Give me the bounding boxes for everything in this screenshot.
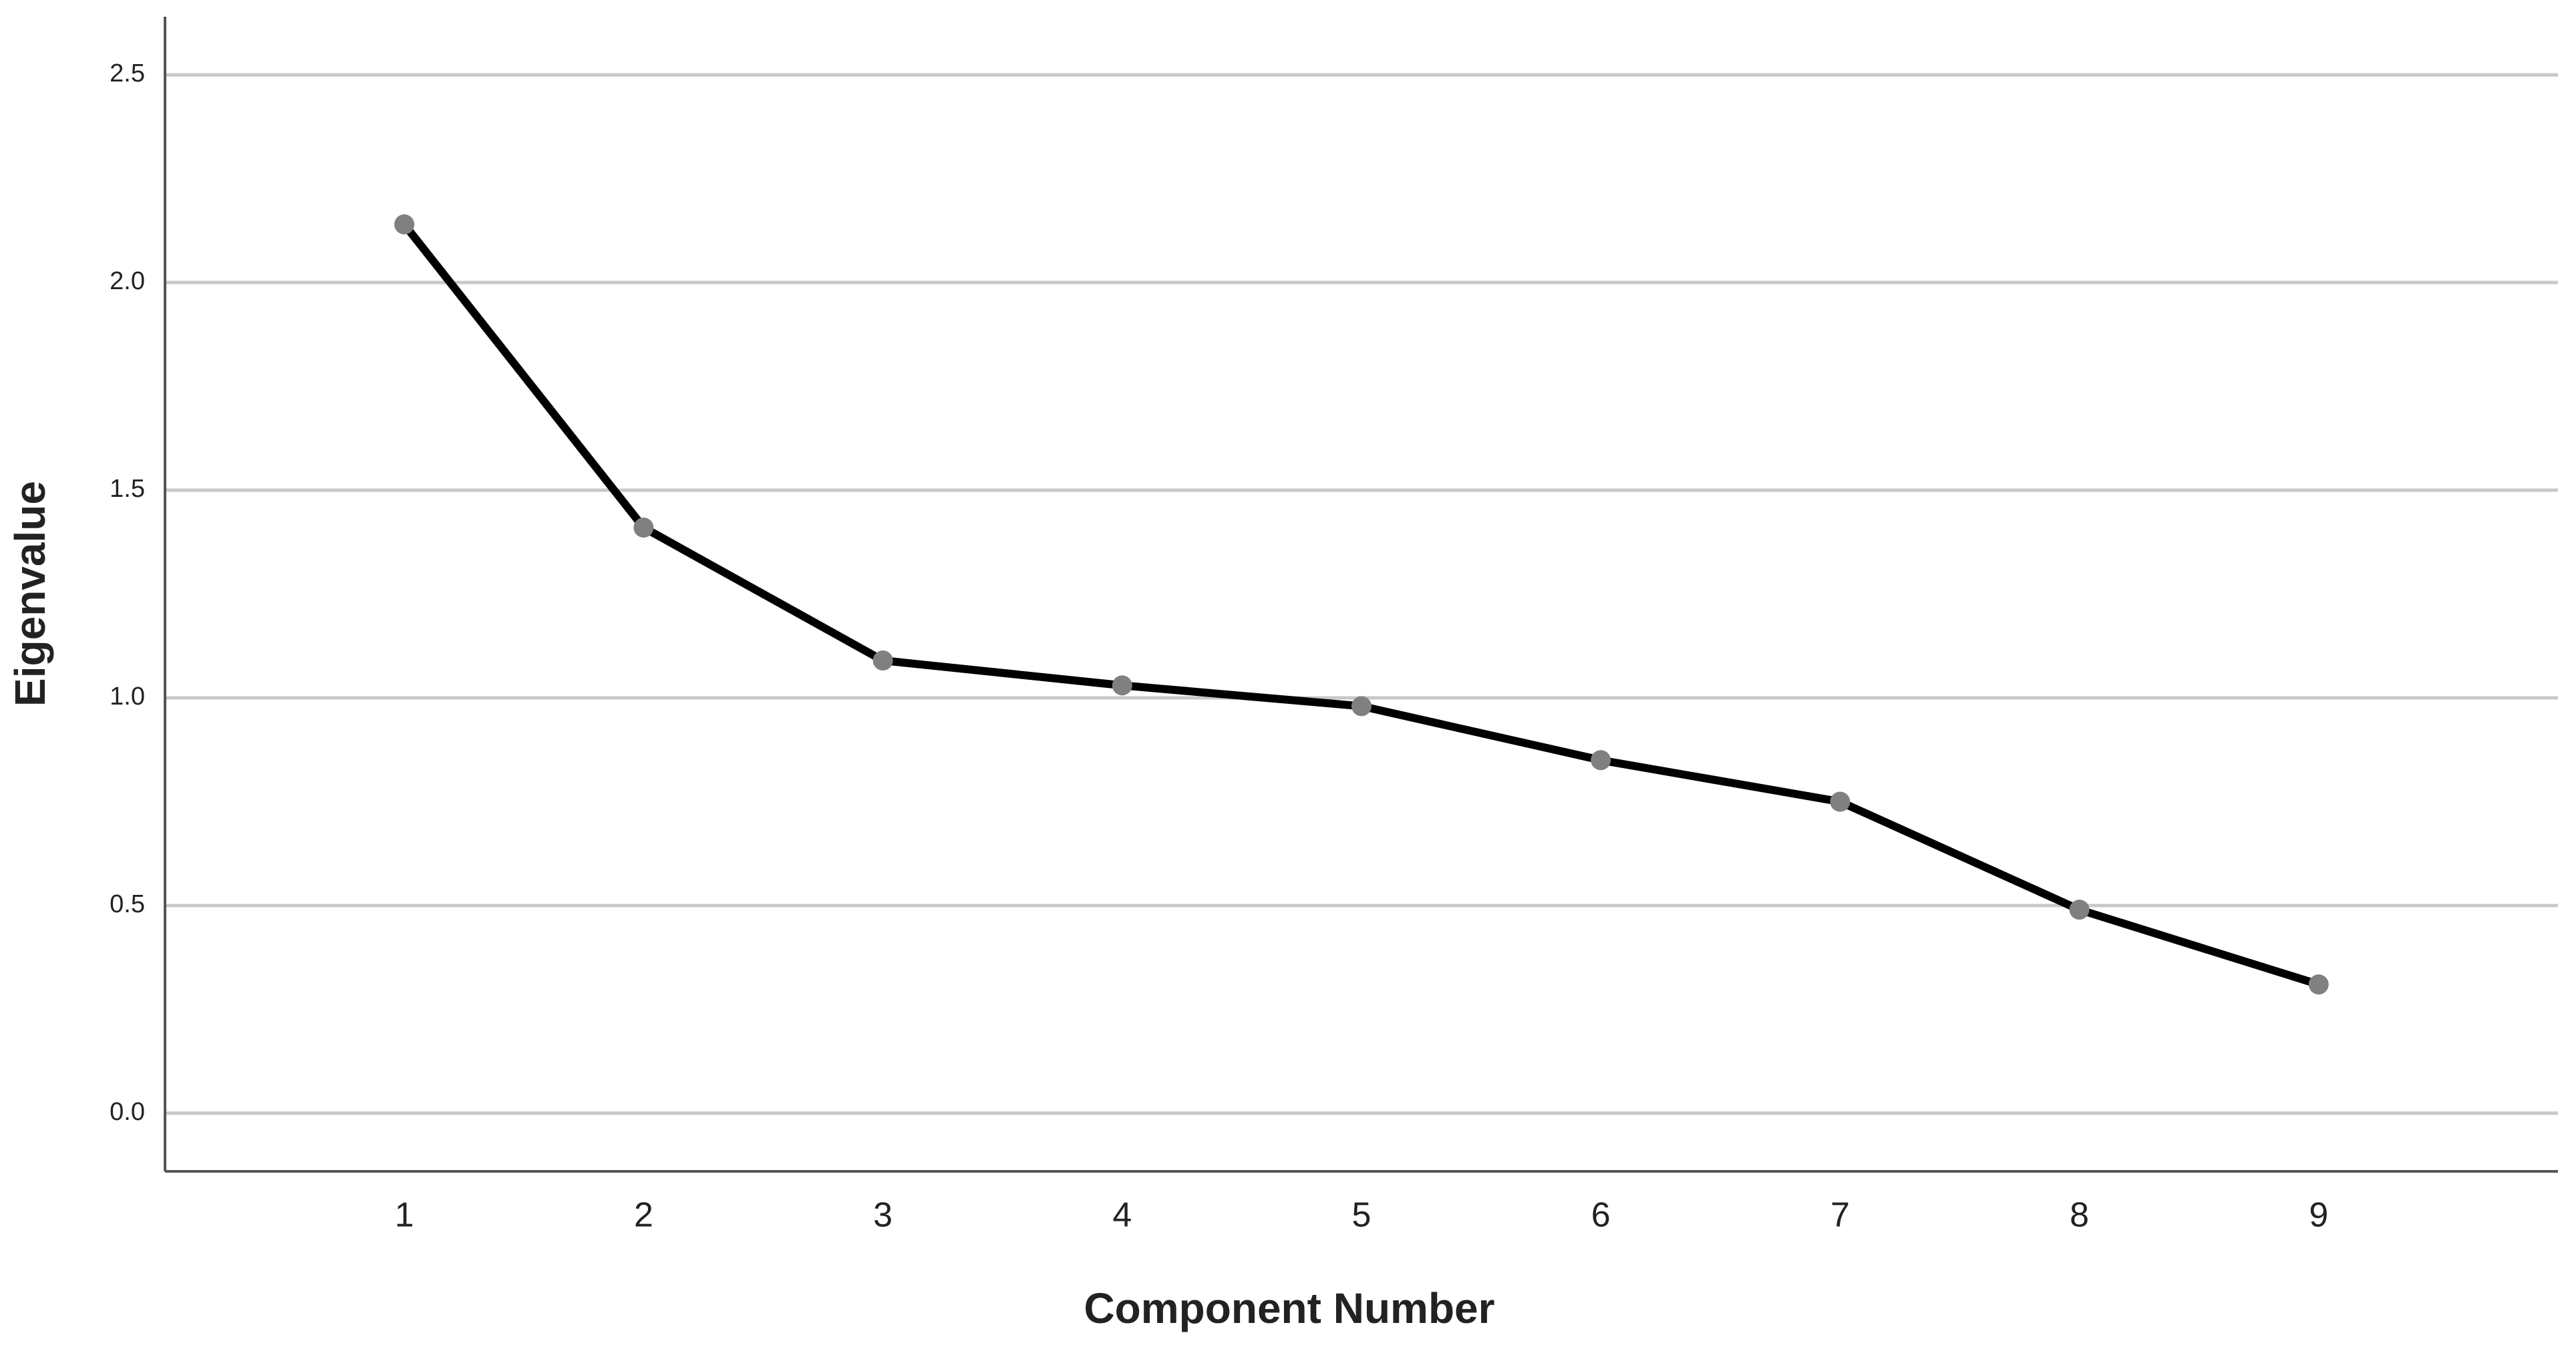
x-axis-title: Component Number — [1084, 1284, 1494, 1332]
y-tick-label: 0.0 — [110, 1098, 145, 1126]
point-marker — [1591, 750, 1611, 771]
point-marker — [1830, 791, 1850, 812]
x-tick-label: 8 — [2070, 1196, 2089, 1235]
y-tick-label: 0.5 — [110, 890, 145, 918]
y-tick-label: 1.5 — [110, 475, 145, 503]
y-tick-label: 1.0 — [110, 683, 145, 711]
x-tick-label: 4 — [1112, 1196, 1132, 1235]
x-tick-label: 6 — [1591, 1196, 1611, 1235]
x-tick-label: 7 — [1830, 1196, 1850, 1235]
y-tick-label: 2.0 — [110, 267, 145, 295]
point-marker — [1112, 675, 1132, 696]
x-tick-label: 9 — [2309, 1196, 2328, 1235]
point-marker — [872, 650, 893, 671]
y-tick-label: 2.5 — [110, 59, 145, 87]
point-marker — [1351, 696, 1372, 717]
x-tick-label: 5 — [1352, 1196, 1372, 1235]
point-marker — [2069, 900, 2090, 920]
x-tick-label: 1 — [395, 1196, 414, 1235]
y-axis-title: Eigenvalue — [6, 481, 54, 707]
x-tick-label: 3 — [873, 1196, 893, 1235]
point-marker — [394, 214, 415, 234]
point-marker — [633, 517, 654, 538]
point-marker — [2308, 974, 2329, 995]
x-tick-label: 2 — [634, 1196, 653, 1235]
